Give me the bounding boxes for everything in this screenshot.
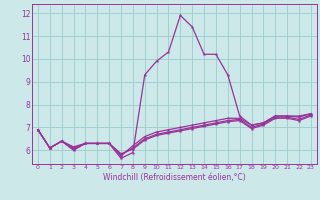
X-axis label: Windchill (Refroidissement éolien,°C): Windchill (Refroidissement éolien,°C) xyxy=(103,173,246,182)
